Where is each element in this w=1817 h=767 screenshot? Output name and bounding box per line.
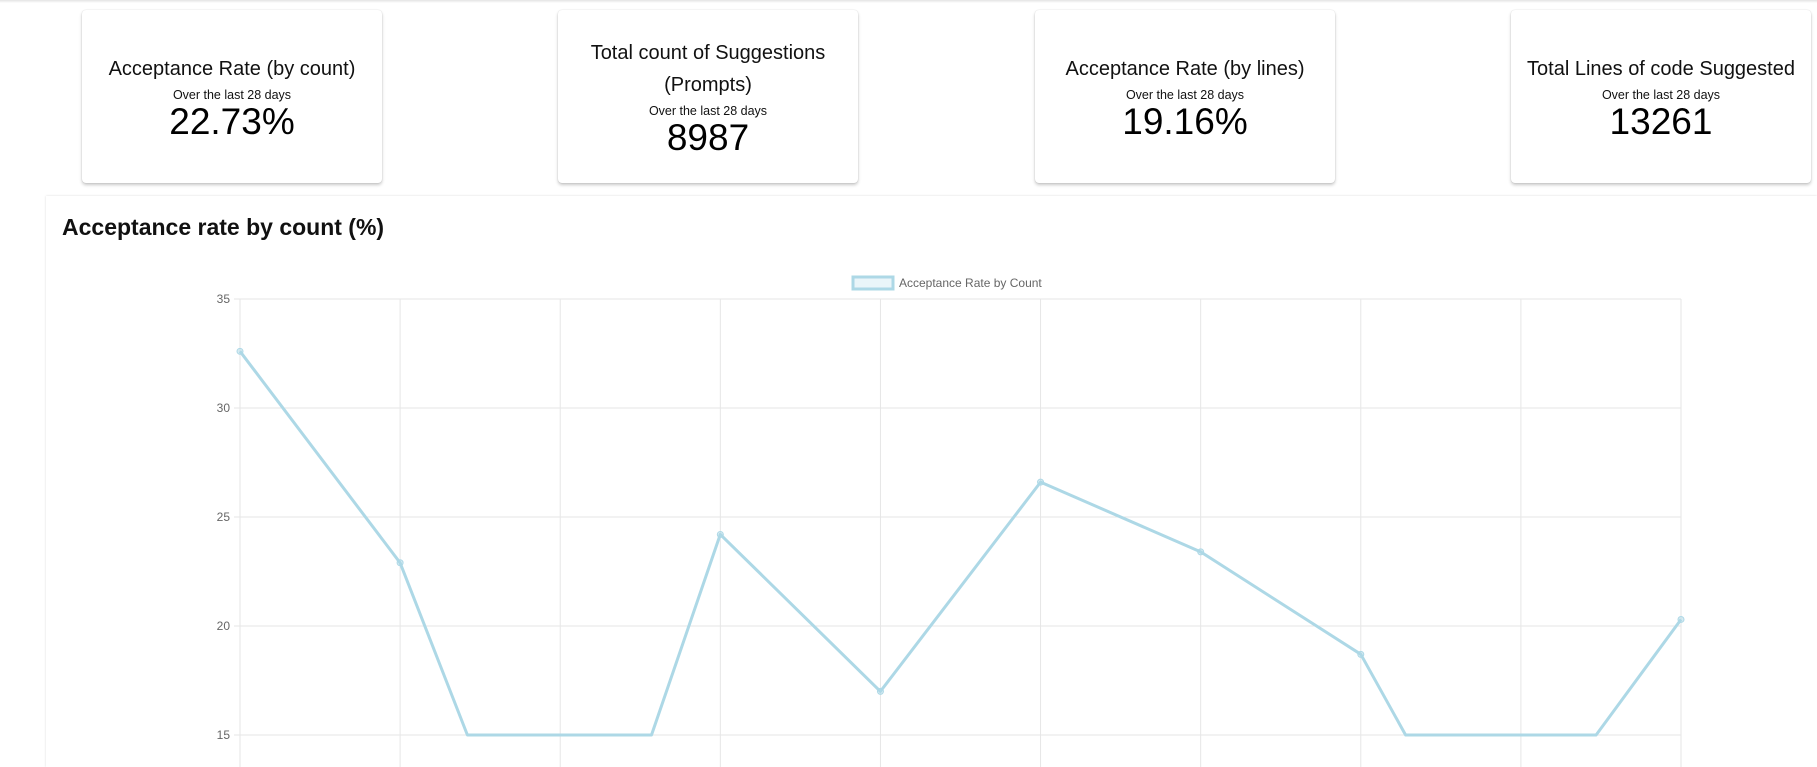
data-point [716, 530, 724, 538]
y-tick-label: 20 [217, 619, 231, 633]
card-title: Acceptance Rate (by count) [108, 57, 356, 80]
card-subtitle: Over the last 28 days [1601, 87, 1721, 102]
data-point [1197, 548, 1205, 556]
card-value: 13261 [1609, 100, 1713, 142]
data-point [1357, 650, 1365, 658]
y-tick-label: 30 [217, 401, 231, 415]
data-point [1677, 615, 1685, 623]
card-value: 8987 [666, 116, 750, 158]
card-total-suggestions: Total count of Suggestions (Prompts) Ove… [558, 10, 858, 183]
line-chart: 35 30 25 20 15 Acceptance Rate by Count [217, 275, 1685, 767]
legend-label: Acceptance Rate by Count [899, 276, 1042, 290]
y-tick-label: 35 [217, 292, 231, 306]
data-point [236, 347, 244, 355]
summary-cards-row: Acceptance Rate (by count) Over the last… [0, 0, 1817, 195]
y-tick-label: 25 [217, 510, 231, 524]
card-title: Acceptance Rate (by lines) [1065, 57, 1305, 80]
card-acceptance-rate-lines: Acceptance Rate (by lines) Over the last… [1035, 10, 1335, 183]
series-line [238, 350, 1683, 737]
chart-section-title: Acceptance rate by count (%) [62, 214, 385, 240]
y-tick-label: 15 [217, 728, 231, 742]
card-subtitle: Over the last 28 days [172, 87, 292, 102]
card-subtitle: Over the last 28 days [648, 103, 768, 118]
card-title: Total count of Suggestions (Prompts) [590, 41, 826, 96]
card-value: 22.73% [169, 100, 295, 142]
card-acceptance-rate-count: Acceptance Rate (by count) Over the last… [82, 10, 382, 183]
card-total-lines-suggested: Total Lines of code Suggested Over the l… [1511, 10, 1811, 183]
data-point [876, 687, 884, 695]
card-value: 19.16% [1122, 100, 1248, 142]
card-title: Total Lines of code Suggested [1527, 57, 1795, 80]
data-point [396, 559, 404, 567]
data-point [1037, 478, 1045, 486]
acceptance-rate-chart-panel: Acceptance rate by count (%) 35 30 25 20 15 A… [46, 196, 1817, 767]
top-shadow [0, 0, 1817, 3]
card-subtitle: Over the last 28 days [1125, 87, 1245, 102]
legend-swatch [851, 275, 895, 291]
